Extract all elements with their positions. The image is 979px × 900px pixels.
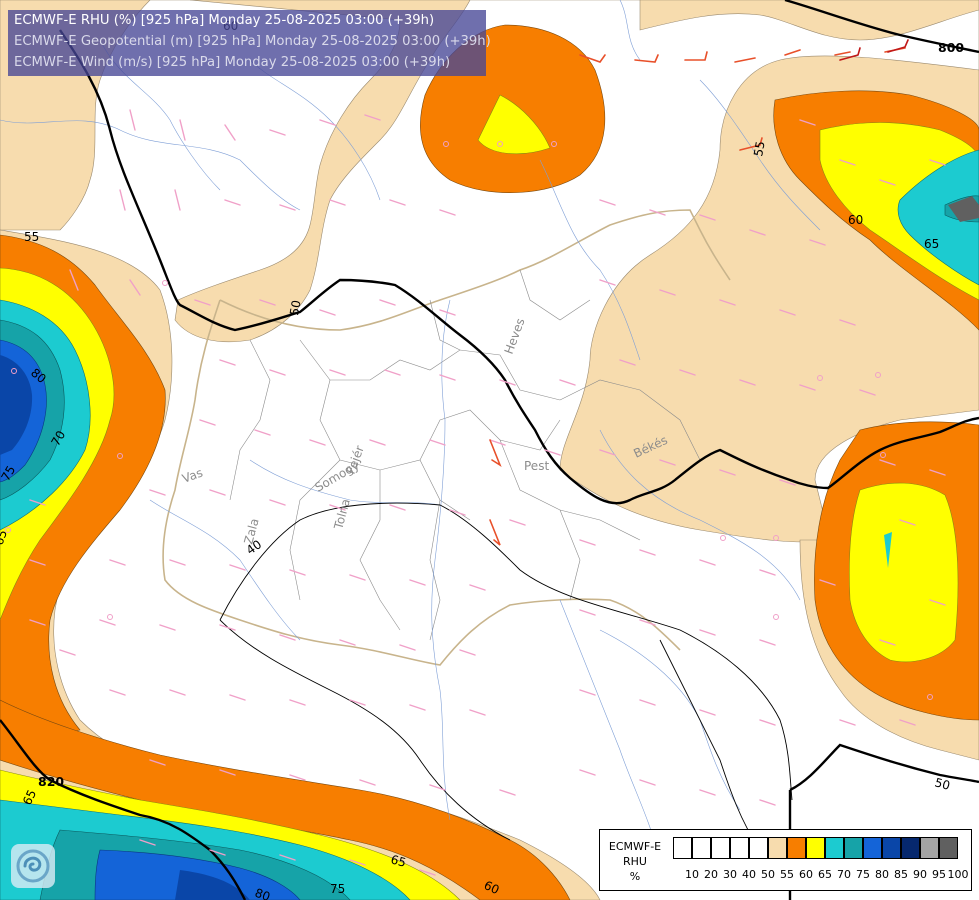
legend-tick: 10 [685,868,699,881]
ecmwf-logo [11,844,55,888]
rhu-label: 60 [848,213,863,227]
legend-swatch [787,837,806,859]
legend-tick: 30 [723,868,737,881]
legend-tick: 20 [704,868,718,881]
rhu-label: 55 [24,230,39,244]
legend-swatch [939,837,958,859]
legend-swatch [711,837,730,859]
legend-tick: 55 [780,868,794,881]
rhu-label: 60 [482,878,502,897]
legend-swatch [673,837,692,859]
region-label: Vas [180,466,204,486]
legend-swatch [901,837,920,859]
title-box: ECMWF-E RHU (%) [925 hPa] Monday 25-08-2… [8,10,491,76]
legend-tick: 70 [837,868,851,881]
legend-tick: 100 [947,868,969,881]
legend-swatch [882,837,901,859]
wind-barbs-strong [489,47,906,546]
legend-swatch [768,837,787,859]
legend-swatch [730,837,749,859]
legend-swatch [863,837,882,859]
legend-tick: 40 [742,868,756,881]
legend-title: ECMWF-E RHU % [604,839,666,884]
geopotential-label: 800 [938,40,964,55]
rhu-label: 50 [287,299,303,316]
wind-barbs [29,109,946,876]
legend-swatch [844,837,863,859]
legend-swatch [692,837,711,859]
legend-swatch [920,837,939,859]
rhu-label: 65 [0,528,10,547]
legend-tick: 50 [761,868,775,881]
rhu-legend: ECMWF-E RHU % 10 20 30 40 50 55 60 65 70 75 80 85 90… [599,829,972,891]
rhu-label: 65 [20,788,39,808]
rhu-label: 50 [933,775,951,792]
title-rhu: ECMWF-E RHU (%) [925 hPa] Monday 25-08-2… [14,13,435,28]
legend-tick: 95 [932,868,946,881]
legend-tick: 65 [818,868,832,881]
legend-tick: 60 [799,868,813,881]
geopotential-label: 820 [38,774,64,789]
region-label: Zala [241,517,261,546]
ecmwf-swirl-icon [16,849,50,883]
legend-title-variable: RHU [623,855,647,868]
rhu-label: 80 [253,886,272,900]
rhu-label: 75 [330,882,345,896]
legend-tick: 85 [894,868,908,881]
legend-title-model: ECMWF-E [608,840,662,853]
title-wind: ECMWF-E Wind (m/s) [925 hPa] Monday 25-0… [14,55,451,70]
legend-tick: 75 [856,868,870,881]
legend-swatch [806,837,825,859]
region-label: Pest [524,459,549,473]
rhu-85-areas [0,355,250,900]
title-geopotential: ECMWF-E Geopotential (m) [925 hPa] Monda… [14,34,491,49]
rhu-label: 65 [389,852,407,869]
rhu-label: 70 [48,428,68,448]
legend-tick: 90 [913,868,927,881]
rhu-label: 65 [924,237,939,251]
legend-unit: % [629,870,641,883]
rhu-label: 55 [751,140,767,157]
rhu-gray-areas [884,196,979,568]
legend-swatch [825,837,844,859]
rhu-thin-contours [219,502,793,851]
wind-barbs-dark [839,39,909,61]
legend-tick: 80 [875,868,889,881]
legend-swatch [749,837,768,859]
station-dots [5,141,933,700]
borders [162,209,731,666]
